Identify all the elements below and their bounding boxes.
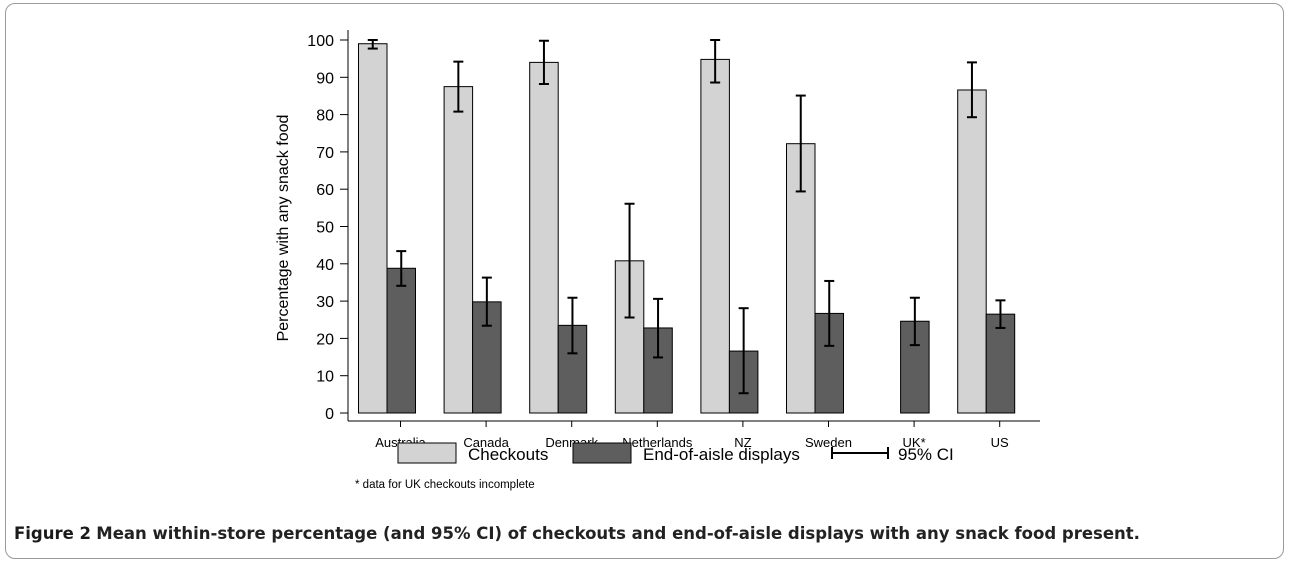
y-tick-label: 90 — [316, 70, 334, 87]
bars — [358, 43, 1016, 414]
figure-frame — [5, 3, 1284, 559]
bar-end-of-aisle — [386, 267, 416, 414]
legend-label-ci: 95% CI — [898, 445, 954, 464]
x-tick-label: UK* — [903, 435, 926, 450]
x-tick-label: US — [991, 435, 1009, 450]
y-tick-label: 0 — [325, 406, 334, 423]
bar-checkouts — [700, 58, 730, 414]
y-axis: 0 10 20 30 40 50 60 70 80 90 100 — [307, 30, 349, 423]
bar-checkouts — [358, 43, 388, 414]
bar-checkouts — [957, 89, 987, 414]
legend-swatch-checkouts — [397, 442, 457, 464]
x-tick-label: Netherlands — [622, 435, 693, 450]
y-tick-label: 70 — [316, 145, 334, 162]
x-axis: AustraliaCanadaDenmarkNetherlandsNZSwede… — [348, 420, 1040, 450]
x-tick-label: Canada — [463, 435, 509, 450]
legend: Checkouts End-of-aisle displays 95% CI — [397, 442, 954, 464]
figure-caption: Figure 2 Mean within-store percentage (a… — [14, 524, 1140, 543]
x-tick-label: NZ — [734, 435, 751, 450]
legend-swatch-end-of-aisle — [572, 442, 632, 464]
caption-text: Mean within-store percentage (and 95% CI… — [96, 524, 1140, 543]
bar-end-of-aisle — [985, 313, 1016, 414]
error-bars — [367, 39, 1006, 395]
x-tick-label: Sweden — [805, 435, 852, 450]
bar-checkouts — [529, 61, 559, 414]
y-tick-label: 50 — [316, 220, 334, 237]
y-axis-label: Percentage with any snack food — [275, 115, 292, 342]
y-tick-label: 80 — [316, 108, 334, 125]
footnote: * data for UK checkouts incomplete — [355, 479, 535, 491]
legend-label-checkouts: Checkouts — [468, 445, 548, 464]
legend-label-end-of-aisle: End-of-aisle displays — [643, 445, 800, 464]
bar-checkouts — [443, 86, 474, 414]
y-tick-label: 60 — [316, 182, 334, 199]
y-tick-label: 40 — [316, 257, 334, 274]
y-tick-label: 10 — [316, 369, 334, 386]
y-tick-label: 100 — [307, 33, 334, 50]
y-tick-label: 30 — [316, 294, 334, 311]
caption-label: Figure 2 — [14, 524, 92, 543]
y-tick-label: 20 — [316, 331, 334, 348]
